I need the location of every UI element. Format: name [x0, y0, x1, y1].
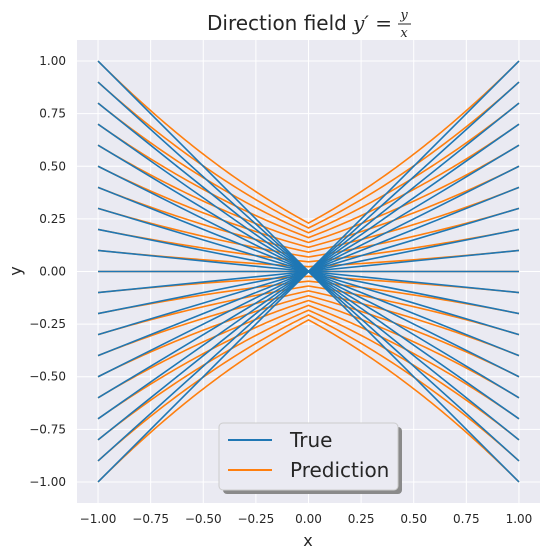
x-axis-label: x	[303, 531, 312, 550]
prediction-curve	[97, 299, 520, 399]
prediction-curve	[97, 294, 520, 378]
legend-label-prediction: Prediction	[290, 458, 389, 482]
prediction-curve	[97, 186, 520, 253]
prediction-curve	[97, 144, 520, 244]
prediction-curve	[97, 207, 520, 258]
legend-label-true: True	[289, 428, 332, 452]
y-tick-labels: −1.00 −0.75 −0.50 −0.25 0.00 0.25 0.50 0.75 1.00	[29, 54, 66, 489]
prediction-curve	[97, 81, 520, 229]
prediction-curve	[97, 228, 520, 263]
prediction-curve	[97, 280, 520, 315]
x-tick-label: −0.50	[185, 512, 222, 526]
y-tick-label: 0.75	[39, 107, 66, 121]
prediction-curve	[97, 318, 520, 483]
chart-title-equation-denominator: x	[400, 26, 408, 41]
y-tick-label: −0.75	[29, 422, 66, 436]
prediction-curve	[97, 123, 520, 239]
x-tick-label: 0.25	[348, 512, 375, 526]
x-tick-label: 0.50	[400, 512, 427, 526]
prediction-curve	[97, 304, 520, 420]
y-tick-label: 0.50	[39, 159, 66, 173]
y-tick-label: −0.50	[29, 370, 66, 384]
prediction-curve	[97, 60, 520, 225]
y-tick-label: −1.00	[29, 475, 66, 489]
y-axis-label: y	[6, 266, 25, 275]
y-tick-label: −0.25	[29, 317, 66, 331]
x-tick-label: 1.00	[506, 512, 533, 526]
chart-title-text: Direction field	[207, 11, 347, 35]
series-lines	[97, 60, 520, 483]
y-tick-label: 0.25	[39, 212, 66, 226]
prediction-curve	[97, 102, 520, 234]
y-tick-label: 1.00	[39, 54, 66, 68]
prediction-curve	[97, 285, 520, 336]
prediction-curve	[97, 290, 520, 357]
x-tick-label: −1.00	[80, 512, 117, 526]
x-tick-label: 0.00	[295, 512, 322, 526]
y-tick-label: 0.00	[39, 265, 66, 279]
x-tick-label: 0.75	[453, 512, 480, 526]
prediction-curve	[97, 309, 520, 441]
chart-title-equation-lhs: y′ =	[352, 11, 392, 35]
chart-title-equation-numerator: y	[399, 8, 408, 23]
true-line	[97, 60, 520, 273]
x-tick-labels: −1.00 −0.75 −0.50 −0.25 0.00 0.25 0.50 0.75 1.00	[80, 512, 533, 526]
chart-title: Direction field y′ = y x	[207, 8, 411, 41]
x-tick-label: −0.75	[132, 512, 169, 526]
legend: True Prediction	[218, 422, 402, 494]
prediction-curve	[97, 165, 520, 249]
prediction-curve	[97, 314, 520, 462]
x-tick-label: −0.25	[237, 512, 274, 526]
